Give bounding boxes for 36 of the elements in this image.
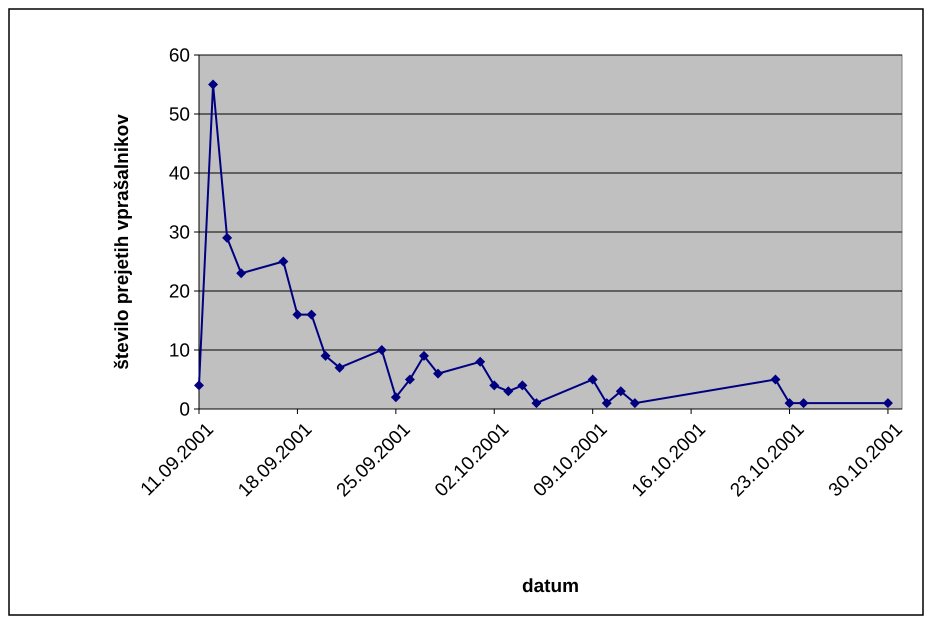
point: [292, 310, 302, 320]
y-tick-label: 30: [168, 222, 190, 244]
point: [770, 374, 780, 384]
point: [390, 392, 401, 402]
point: [882, 398, 893, 408]
y-tick-label: 60: [168, 46, 190, 67]
point: [475, 356, 486, 367]
y-tick-label: 20: [168, 282, 190, 303]
point: [208, 80, 218, 90]
y-tick-label: 10: [168, 340, 190, 362]
point: [334, 362, 345, 373]
y-tick-label: 50: [168, 104, 190, 126]
y-axis-title: število prejetih vprašalnikov: [112, 114, 133, 370]
point: [602, 398, 612, 408]
y-tick-label: 40: [168, 164, 190, 185]
point: [531, 398, 542, 408]
point: [376, 345, 387, 355]
point: [588, 374, 598, 384]
point: [278, 256, 288, 266]
point: [630, 398, 640, 408]
point: [320, 350, 331, 361]
x-axis-title: datum: [522, 576, 579, 597]
point: [489, 380, 500, 390]
point: [784, 398, 795, 408]
point: [433, 368, 444, 379]
y-tick-label: 0: [179, 400, 190, 421]
point: [236, 268, 246, 278]
point: [222, 232, 232, 243]
point: [404, 374, 415, 384]
point: [798, 398, 809, 408]
point: [503, 386, 514, 396]
point: [194, 380, 204, 390]
point: [306, 310, 316, 320]
point: [418, 350, 429, 361]
point: [517, 380, 528, 390]
point: [616, 386, 626, 396]
